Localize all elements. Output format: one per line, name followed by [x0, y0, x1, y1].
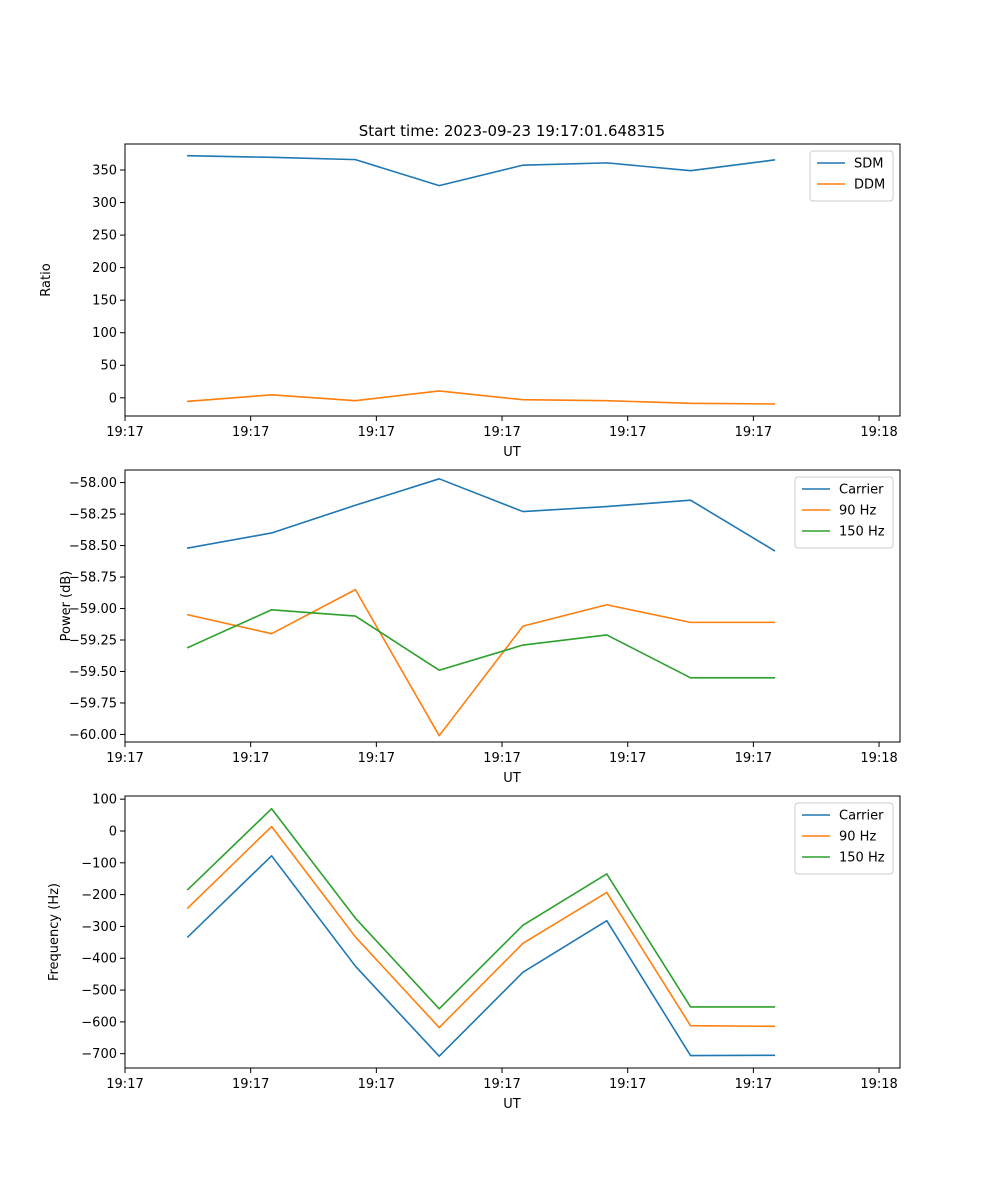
ratio-x-tick-label: 19:17	[483, 425, 520, 440]
ratio-x-tick-label: 19:17	[106, 425, 143, 440]
ratio-x-tick-label: 19:17	[735, 425, 772, 440]
frequency-x-tick-label: 19:17	[358, 1077, 395, 1092]
power-legend-label: Carrier	[839, 483, 884, 498]
frequency-y-tick-label: −700	[81, 1047, 117, 1062]
ratio-x-axis-label: UT	[503, 445, 521, 460]
frequency-x-tick-label: 19:17	[735, 1077, 772, 1092]
power-x-axis-label: UT	[503, 771, 521, 786]
ratio-y-tick-label: 0	[109, 391, 117, 406]
power-y-axis-label: Power (dB)	[59, 571, 74, 642]
ratio-x-tick-label: 19:17	[358, 425, 395, 440]
power-x-tick-label: 19:17	[735, 751, 772, 766]
power-x-tick-label: 19:17	[232, 751, 269, 766]
power-series-line-carrier	[186, 478, 776, 552]
frequency-x-tick-label: 19:17	[106, 1077, 143, 1092]
frequency-y-tick-label: 0	[109, 824, 117, 839]
power-y-tick-label: −60.00	[69, 728, 117, 743]
power-series-line-150-hz	[186, 608, 776, 679]
power-panel: 19:17 19:17 19:17 19:17 19:17 19:17 19:18 −60.0…	[59, 469, 901, 786]
ratio-plot-frame	[124, 143, 901, 417]
ratio-series-line-ddm	[186, 390, 776, 405]
ratio-y-tick-label: 150	[92, 294, 117, 309]
ratio-x-tick-label: 19:17	[232, 425, 269, 440]
power-plot-frame	[124, 469, 901, 743]
frequency-plot-frame	[124, 795, 901, 1069]
ratio-y-tick-label: 300	[92, 196, 117, 211]
ratio-y-tick-label: 200	[92, 261, 117, 276]
power-series-line-90-hz	[186, 588, 776, 737]
power-y-tick-label: −58.75	[69, 571, 117, 586]
frequency-legend-label: 150 Hz	[839, 851, 885, 866]
power-y-tick-label: −58.00	[69, 476, 117, 491]
power-x-tick-label: 19:17	[483, 751, 520, 766]
power-legend-label: 150 Hz	[839, 525, 885, 540]
chart-title: Start time: 2023-09-23 19:17:01.648315	[359, 122, 665, 140]
frequency-legend-label: Carrier	[839, 809, 884, 824]
ratio-y-tick-label: 250	[92, 229, 117, 244]
power-x-tick-label: 19:18	[860, 751, 897, 766]
frequency-x-axis-label: UT	[503, 1097, 521, 1112]
power-x-tick-label: 19:17	[609, 751, 646, 766]
ratio-y-tick-label: 350	[92, 164, 117, 179]
frequency-x-tick-label: 19:17	[609, 1077, 646, 1092]
frequency-panel: 19:17 19:17 19:17 19:17 19:17 19:17 19:18 −700 −…	[47, 793, 901, 1112]
frequency-legend-label: 90 Hz	[839, 830, 876, 845]
ratio-y-tick-label: 50	[100, 359, 117, 374]
power-legend-label: 90 Hz	[839, 504, 876, 519]
frequency-series-line-carrier	[186, 855, 776, 1058]
power-y-tick-label: −59.25	[69, 634, 117, 649]
frequency-x-tick-label: 19:17	[232, 1077, 269, 1092]
frequency-x-tick-label: 19:18	[860, 1077, 897, 1092]
power-y-tick-label: −59.00	[69, 602, 117, 617]
frequency-y-tick-label: −600	[81, 1015, 117, 1030]
frequency-series-line-90-hz	[186, 825, 776, 1029]
frequency-y-tick-label: −300	[81, 920, 117, 935]
power-y-tick-label: −59.75	[69, 696, 117, 711]
ratio-legend-label: DDM	[854, 178, 885, 193]
power-y-tick-label: −59.50	[69, 665, 117, 680]
frequency-x-tick-label: 19:17	[483, 1077, 520, 1092]
ratio-y-axis-label: Ratio	[39, 263, 54, 296]
frequency-y-tick-label: −500	[81, 984, 117, 999]
ratio-legend-label: SDM	[854, 157, 883, 172]
ratio-x-tick-label: 19:18	[860, 425, 897, 440]
power-y-tick-label: −58.25	[69, 508, 117, 523]
ratio-x-tick-label: 19:17	[609, 425, 646, 440]
frequency-y-tick-label: −400	[81, 952, 117, 967]
power-y-tick-label: −58.50	[69, 539, 117, 554]
frequency-y-tick-label: −200	[81, 888, 117, 903]
frequency-y-axis-label: Frequency (Hz)	[47, 883, 62, 981]
frequency-y-tick-label: −100	[81, 856, 117, 871]
power-x-tick-label: 19:17	[106, 751, 143, 766]
frequency-y-tick-label: 100	[92, 793, 117, 808]
ratio-series-line-sdm	[187, 154, 776, 187]
ratio-panel: 19:17 19:17 19:17 19:17 19:17 19:17 19:18 0 50 10…	[39, 143, 901, 460]
power-x-tick-label: 19:17	[358, 751, 395, 766]
frequency-series-line-150-hz	[186, 807, 776, 1010]
ratio-y-tick-label: 100	[92, 326, 117, 341]
